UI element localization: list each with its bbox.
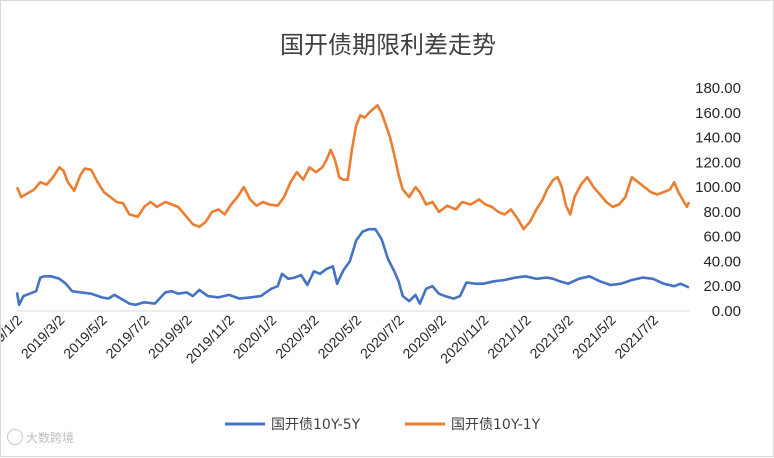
- y-tick-label: 80.00: [703, 204, 741, 221]
- y-tick-label: 20.00: [703, 278, 741, 295]
- x-axis-tick-labels: 2019/1/22019/3/22019/5/22019/7/22019/9/2…: [1, 312, 661, 367]
- x-tick-label: 2021/1/2: [484, 312, 534, 362]
- y-tick-label: 140.00: [695, 130, 741, 147]
- watermark: 大数跨境: [7, 429, 74, 446]
- legend-item-series-2[interactable]: 国开债10Y-1Y: [405, 417, 541, 433]
- watermark-text: 大数跨境: [26, 431, 75, 445]
- y-tick-label: 180.00: [695, 80, 741, 97]
- y-tick-label: 40.00: [703, 253, 741, 270]
- legend-label-series-1: 国开债10Y-5Y: [271, 417, 361, 433]
- x-tick-label: 2021/7/2: [611, 312, 661, 362]
- x-tick-label: 2019/3/2: [18, 312, 68, 362]
- chart-title: 国开债期限利差走势: [280, 31, 496, 59]
- watermark-logo-icon: [7, 429, 23, 445]
- y-tick-label: 160.00: [695, 105, 741, 122]
- y-tick-label: 60.00: [703, 229, 741, 246]
- x-tick-label: 2021/5/2: [569, 312, 619, 362]
- x-tick-label: 2020/5/2: [314, 312, 364, 362]
- x-tick-label: 2020/3/2: [272, 312, 322, 362]
- legend[interactable]: 国开债10Y-5Y 国开债10Y-1Y: [225, 417, 541, 433]
- y-tick-label: 0.00: [712, 303, 741, 320]
- legend-item-series-1[interactable]: 国开债10Y-5Y: [225, 417, 361, 433]
- y-axis-tick-labels: 0.00 20.00 40.00 60.00 80.00 100.00 120.00 140.…: [695, 80, 741, 320]
- x-tick-label: 2020/7/2: [357, 312, 407, 362]
- y-tick-label: 120.00: [695, 154, 741, 171]
- y-tick-label: 100.00: [695, 179, 741, 196]
- x-tick-label: 2019/7/2: [102, 312, 152, 362]
- x-tick-label: 2020/1/2: [230, 312, 280, 362]
- plot-area: [15, 104, 691, 307]
- legend-label-series-2: 国开债10Y-1Y: [451, 417, 541, 433]
- x-tick-label: 2019/5/2: [60, 312, 110, 362]
- series-line-2: [15, 104, 691, 231]
- x-tick-label: 2021/3/2: [526, 312, 576, 362]
- series-line-1: [15, 227, 690, 307]
